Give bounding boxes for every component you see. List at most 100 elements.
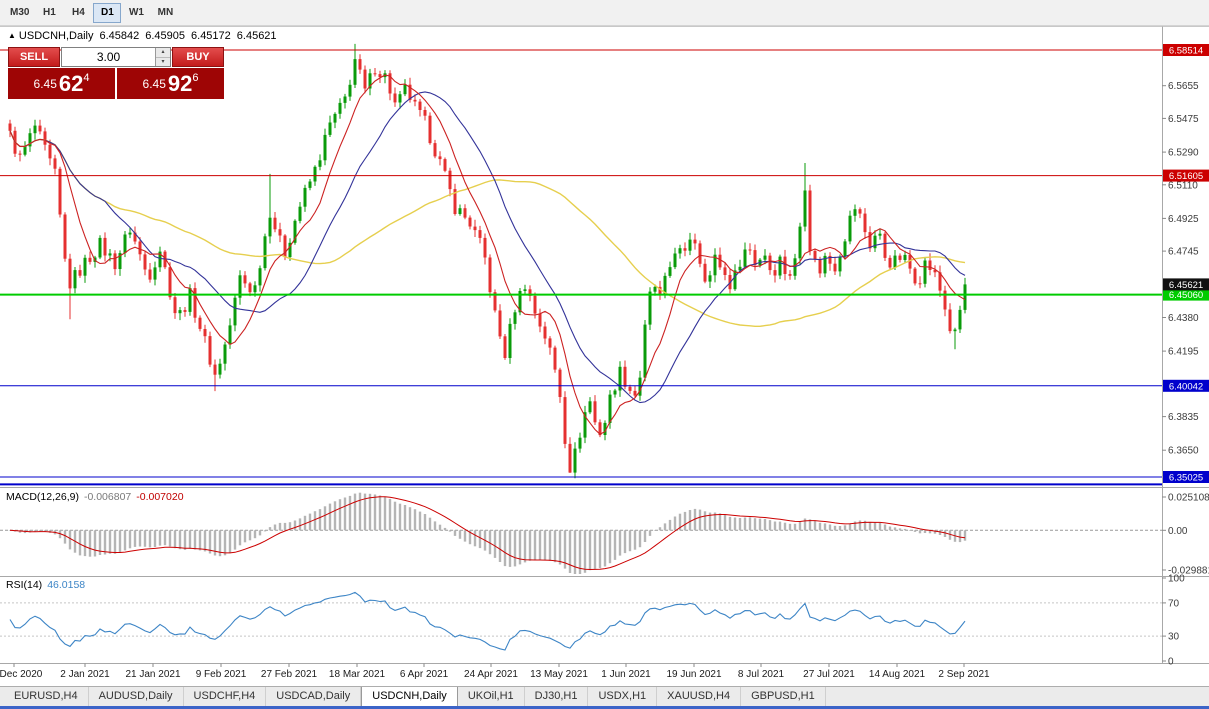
svg-text:6.4380: 6.4380 [1168, 313, 1199, 324]
volume-input[interactable]: 3.00 [96, 50, 121, 64]
svg-text:6.4925: 6.4925 [1168, 214, 1199, 225]
macd-signal-value: -0.007020 [136, 491, 184, 503]
timeframe-mn[interactable]: MN [151, 3, 179, 23]
timeframe-w1[interactable]: W1 [122, 3, 150, 23]
date-axis: 14 Dec 2020 2 Jan 2021 21 Jan 2021 9 Feb 20… [0, 663, 990, 680]
ma-mid-line [9, 91, 966, 404]
volume-spinner: ▴ ▾ [155, 48, 170, 66]
svg-text:6.4195: 6.4195 [1168, 347, 1199, 358]
svg-text:30: 30 [1168, 632, 1180, 643]
volume-box: 3.00 ▴ ▾ [61, 47, 171, 67]
rsi-value: 46.0158 [47, 579, 86, 591]
svg-text:13 May 2021: 13 May 2021 [530, 669, 588, 680]
collapse-arrow-icon[interactable]: ▲ [8, 31, 16, 40]
buy-price-big: 92 [167, 70, 193, 96]
pane-separators [0, 26, 1209, 664]
svg-text:2 Jan 2021: 2 Jan 2021 [60, 669, 110, 680]
svg-text:2 Sep 2021: 2 Sep 2021 [938, 669, 990, 680]
buy-price-prefix: 6.45 [142, 76, 166, 91]
timeframe-m30[interactable]: M30 [5, 3, 34, 23]
price-tags: 6.58514 6.51605 6.45060 6.40042 6.35025 6.456… [1163, 44, 1209, 484]
candles-layer [8, 43, 967, 479]
svg-text:6.35025: 6.35025 [1169, 473, 1203, 484]
tab-usdcad-daily[interactable]: USDCAD,Daily [266, 687, 362, 706]
svg-text:21 Jan 2021: 21 Jan 2021 [125, 669, 180, 680]
price-tag: 6.51605 [1163, 169, 1209, 182]
sell-price-prefix: 6.45 [33, 76, 57, 91]
macd-signal-line [9, 496, 966, 571]
tab-audusd-daily[interactable]: AUDUSD,Daily [89, 687, 184, 706]
price-tag: 6.40042 [1163, 379, 1209, 392]
svg-text:0: 0 [1168, 657, 1174, 668]
buy-button[interactable]: BUY [172, 47, 224, 67]
tab-usdcnh-daily[interactable]: USDCNH,Daily [361, 687, 458, 706]
tab-usdx-h1[interactable]: USDX,H1 [588, 687, 658, 706]
svg-text:0.00: 0.00 [1168, 526, 1188, 537]
horizontal-lines-layer [0, 49, 1162, 486]
svg-text:6.40042: 6.40042 [1169, 381, 1203, 392]
ohlc-low: 6.45172 [191, 30, 231, 42]
tab-xauusd-h4[interactable]: XAUUSD,H4 [657, 687, 742, 706]
buy-price-display[interactable]: 6.45 92 6 [117, 68, 224, 99]
svg-text:-0.029881: -0.029881 [1168, 566, 1209, 577]
tab-usdchf-h4[interactable]: USDCHF,H4 [184, 687, 267, 706]
svg-text:6.45060: 6.45060 [1169, 290, 1203, 301]
rsi-indicator-label: RSI(14) 46.0158 [6, 579, 85, 591]
macd-name: MACD(12,26,9) [6, 491, 79, 503]
sell-price-big: 62 [58, 70, 84, 96]
timeframe-buttons: M30 H1 H4 D1 W1 MN [5, 2, 180, 23]
svg-text:0.025108: 0.025108 [1168, 493, 1209, 504]
rsi-layer [0, 591, 1162, 651]
rsi-line [9, 591, 966, 651]
svg-text:6 Apr 2021: 6 Apr 2021 [400, 669, 449, 680]
ohlc-high: 6.45905 [145, 30, 186, 42]
price-axis: 6.5655 6.5475 6.5290 6.5110 6.4925 6.4745 6.43… [1162, 81, 1209, 668]
sell-price-display[interactable]: 6.45 62 4 [8, 68, 115, 99]
svg-text:6.58514: 6.58514 [1169, 46, 1203, 57]
volume-down-button[interactable]: ▾ [156, 57, 170, 66]
tab-ukoil-h1[interactable]: UKOil,H1 [458, 687, 525, 706]
volume-up-button[interactable]: ▴ [156, 48, 170, 58]
svg-text:9 Feb 2021: 9 Feb 2021 [196, 669, 247, 680]
macd-layer [0, 492, 1162, 574]
svg-text:6.4745: 6.4745 [1168, 247, 1199, 258]
svg-text:6.5475: 6.5475 [1168, 114, 1199, 125]
symbol-name: USDCNH,Daily [18, 30, 94, 42]
svg-text:70: 70 [1168, 598, 1180, 609]
timeframe-h4[interactable]: H4 [64, 3, 92, 23]
svg-text:6.5110: 6.5110 [1168, 180, 1198, 191]
one-click-trading-panel: SELL 3.00 ▴ ▾ BUY 6.45 62 4 6.45 92 6 [8, 47, 224, 99]
svg-text:6.5655: 6.5655 [1168, 81, 1199, 92]
tab-eurusd-h4[interactable]: EURUSD,H4 [4, 687, 89, 706]
svg-text:14 Dec 2020: 14 Dec 2020 [0, 669, 43, 680]
svg-text:6.3650: 6.3650 [1168, 446, 1199, 457]
timeframe-d1[interactable]: D1 [93, 2, 122, 23]
svg-text:18 Mar 2021: 18 Mar 2021 [329, 669, 386, 680]
svg-text:6.45621: 6.45621 [1169, 280, 1203, 291]
buy-price-sup: 6 [192, 72, 199, 84]
timeframe-h1[interactable]: H1 [35, 3, 63, 23]
taskbar-edge [0, 706, 1209, 709]
macd-indicator-label: MACD(12,26,9) -0.006807 -0.007020 [6, 491, 184, 503]
price-tag: 6.35025 [1163, 471, 1209, 484]
sell-button[interactable]: SELL [8, 47, 60, 67]
svg-text:6.51605: 6.51605 [1169, 171, 1203, 182]
tab-gbpusd-h1[interactable]: GBPUSD,H1 [741, 687, 826, 706]
ohlc-close: 6.45621 [236, 30, 277, 42]
price-tag: 6.45060 [1163, 288, 1209, 301]
tab-dj30-h1[interactable]: DJ30,H1 [525, 687, 589, 706]
svg-text:6.3835: 6.3835 [1168, 412, 1199, 423]
price-tag: 6.45621 [1163, 278, 1209, 291]
svg-text:24 Apr 2021: 24 Apr 2021 [464, 669, 518, 680]
svg-text:14 Aug 2021: 14 Aug 2021 [869, 669, 926, 680]
sell-price-sup: 4 [83, 72, 90, 84]
rsi-name: RSI(14) [6, 579, 43, 591]
svg-text:1 Jun 2021: 1 Jun 2021 [601, 669, 651, 680]
chart-title: ▲ USDCNH,Daily 6.45842 6.45905 6.45172 6.4562… [8, 30, 277, 42]
ma-fast-line [9, 74, 966, 435]
ma-slow-line [9, 130, 966, 327]
svg-text:27 Feb 2021: 27 Feb 2021 [261, 669, 318, 680]
chart-tabs: EURUSD,H4 AUDUSD,Daily USDCHF,H4 USDCAD,Dai… [0, 686, 1209, 706]
